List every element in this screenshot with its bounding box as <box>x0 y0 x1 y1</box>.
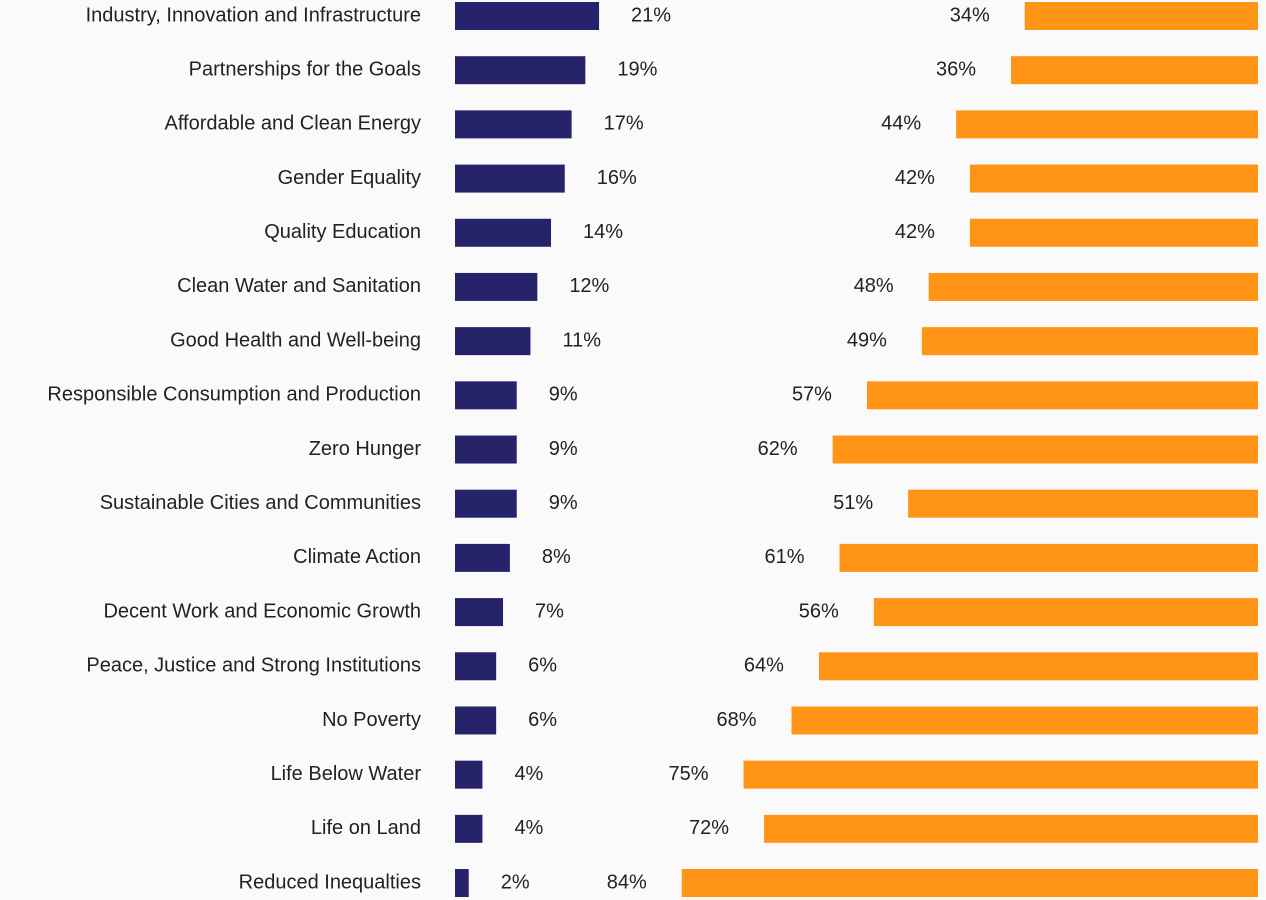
bar <box>818 652 1258 681</box>
value-label: 49% <box>847 329 887 351</box>
category-label: Life on Land <box>311 817 421 839</box>
bar <box>873 598 1258 627</box>
bar <box>455 164 565 193</box>
value-label: 14% <box>583 221 623 243</box>
value-label: 16% <box>597 167 637 189</box>
bar <box>455 598 504 627</box>
bar <box>455 706 497 735</box>
bar <box>455 543 510 572</box>
value-label: 6% <box>528 655 557 677</box>
bar <box>956 110 1258 139</box>
value-label: 61% <box>765 546 805 568</box>
bar <box>969 218 1258 247</box>
value-label: 19% <box>617 58 657 80</box>
bar <box>928 272 1258 301</box>
value-label: 2% <box>501 871 530 893</box>
category-label: Peace, Justice and Strong Institutions <box>86 655 421 677</box>
value-label: 4% <box>514 817 543 839</box>
category-label: Decent Work and Economic Growth <box>103 600 421 622</box>
bar <box>455 489 517 518</box>
bar <box>455 652 497 681</box>
bar <box>791 706 1258 735</box>
category-label: Responsible Consumption and Production <box>47 384 421 406</box>
value-label: 6% <box>528 709 557 731</box>
category-label: Zero Hunger <box>309 438 422 460</box>
bar <box>455 56 586 85</box>
value-label: 7% <box>535 600 564 622</box>
bar <box>455 327 531 356</box>
category-label: Climate Action <box>293 546 421 568</box>
value-label: 9% <box>549 438 578 460</box>
category-label: Partnerships for the Goals <box>189 58 421 80</box>
value-label: 42% <box>895 221 935 243</box>
category-label: Gender Equality <box>278 167 421 189</box>
bar <box>832 435 1258 464</box>
bar <box>764 814 1258 843</box>
value-label: 56% <box>799 600 839 622</box>
category-label: Affordable and Clean Energy <box>165 113 421 135</box>
bar <box>455 110 572 139</box>
bar <box>455 760 483 789</box>
bar <box>455 218 552 247</box>
value-label: 72% <box>689 817 729 839</box>
bar <box>455 869 469 898</box>
bar <box>1011 56 1258 85</box>
value-label: 62% <box>758 438 798 460</box>
value-label: 17% <box>604 113 644 135</box>
value-label: 4% <box>514 763 543 785</box>
bar <box>455 272 538 301</box>
value-label: 34% <box>950 4 990 26</box>
category-label: No Poverty <box>322 709 421 731</box>
category-label: Clean Water and Sanitation <box>177 275 421 297</box>
value-label: 11% <box>562 329 601 351</box>
value-label: 51% <box>833 492 873 514</box>
category-label: Industry, Innovation and Infrastructure <box>86 4 421 26</box>
value-label: 84% <box>607 871 647 893</box>
category-label: Good Health and Well-being <box>170 329 421 351</box>
value-label: 21% <box>631 4 671 26</box>
bar <box>455 381 517 410</box>
category-label: Sustainable Cities and Communities <box>100 492 421 514</box>
category-label: Quality Education <box>264 221 421 243</box>
value-label: 64% <box>744 655 784 677</box>
value-label: 36% <box>936 58 976 80</box>
bar <box>839 543 1258 572</box>
value-label: 9% <box>549 492 578 514</box>
bar <box>455 435 517 464</box>
bar <box>969 164 1258 193</box>
category-label: Reduced Inequalties <box>239 871 421 893</box>
bar <box>1024 2 1258 30</box>
bar <box>455 2 600 30</box>
bar <box>681 869 1258 898</box>
bar <box>455 814 483 843</box>
value-label: 9% <box>549 384 578 406</box>
value-label: 8% <box>542 546 571 568</box>
value-label: 75% <box>668 763 708 785</box>
value-label: 42% <box>895 167 935 189</box>
value-label: 48% <box>854 275 894 297</box>
bar <box>866 381 1258 410</box>
value-label: 57% <box>792 384 832 406</box>
category-label: Life Below Water <box>271 763 422 785</box>
value-label: 68% <box>716 709 756 731</box>
bar <box>921 327 1258 356</box>
bar <box>908 489 1258 518</box>
value-label: 44% <box>881 113 921 135</box>
value-label: 12% <box>569 275 609 297</box>
bar <box>743 760 1258 789</box>
